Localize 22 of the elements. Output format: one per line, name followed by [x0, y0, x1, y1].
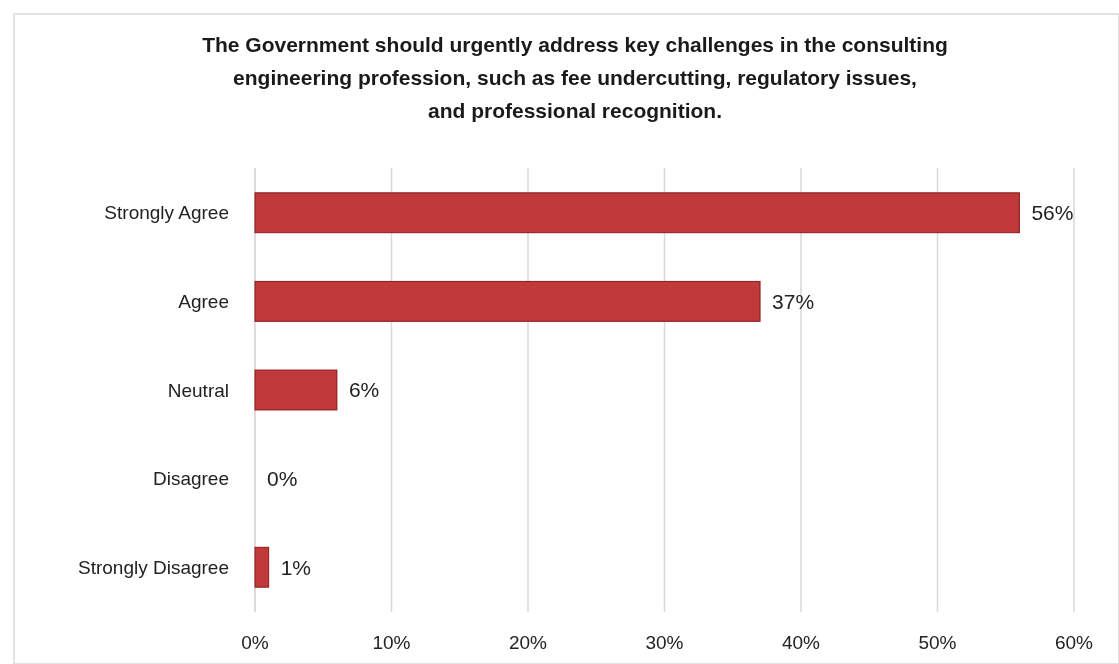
data-label: 1% [280, 555, 312, 579]
bar [254, 192, 1020, 234]
x-tick-label: 10% [372, 632, 411, 653]
y-tick-label: Strongly Disagree [77, 556, 229, 578]
y-tick-label: Strongly Agree [104, 202, 229, 224]
data-label: 37% [772, 289, 815, 313]
x-tick-label: 0% [241, 632, 269, 653]
x-tick-label: 60% [1054, 632, 1094, 653]
y-tick-label: Neutral [167, 379, 229, 401]
x-tick-label: 40% [781, 632, 821, 653]
data-label: 56% [1031, 201, 1074, 225]
bar [254, 546, 270, 588]
y-tick-label: Disagree [152, 468, 229, 490]
x-tick-label: 30% [645, 632, 684, 653]
x-tick-label: 50% [918, 632, 957, 653]
chart-title: The Government should urgently address key challenges in the consulting engineering profession, such as fee undercutting, regulatory issues, and professional recognition. [202, 33, 948, 122]
bar [254, 369, 338, 411]
y-tick-label: Agree [178, 291, 229, 313]
data-label: 6% [348, 378, 380, 402]
bar [254, 280, 761, 322]
data-label: 0% [267, 466, 298, 490]
x-tick-label: 20% [508, 632, 548, 653]
